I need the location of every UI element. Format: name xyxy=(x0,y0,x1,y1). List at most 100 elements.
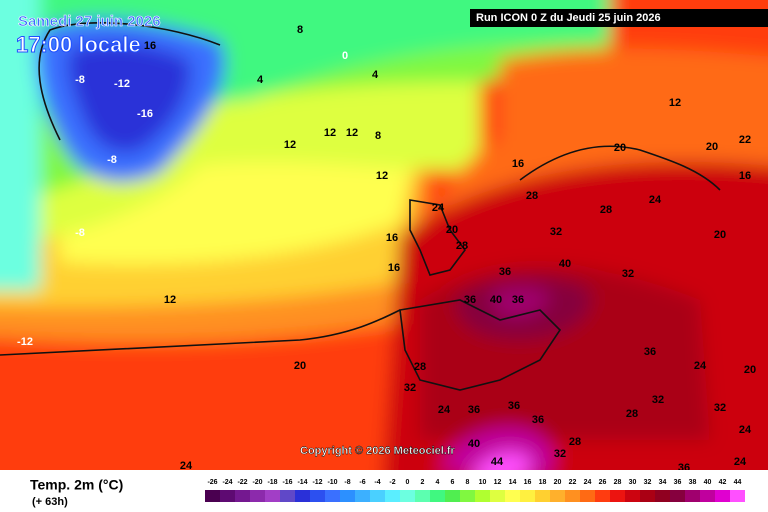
scale-cell xyxy=(445,490,460,502)
map-value: 16 xyxy=(386,232,398,244)
scale-label: 22 xyxy=(569,479,577,486)
scale-cell xyxy=(625,490,640,502)
map-value: 32 xyxy=(554,448,566,460)
scale-label: -18 xyxy=(267,479,277,486)
scale-cell xyxy=(730,490,745,502)
scale-cell xyxy=(295,490,310,502)
map-value: 36 xyxy=(464,294,476,306)
scale-cell xyxy=(670,490,685,502)
scale-cell xyxy=(370,490,385,502)
map-value: 28 xyxy=(456,240,468,252)
map-value: -8 xyxy=(75,74,85,86)
scale-label: 2 xyxy=(421,479,425,486)
scale-cell xyxy=(460,490,475,502)
scale-cell xyxy=(340,490,355,502)
map-value: -12 xyxy=(114,78,130,90)
map-value: -16 xyxy=(137,108,153,120)
scale-cell xyxy=(415,490,430,502)
map-value: 16 xyxy=(739,170,751,182)
map-value: 24 xyxy=(438,404,451,416)
map-value: 16 xyxy=(512,158,524,170)
map-value: 16 xyxy=(388,262,400,274)
map-value: 12 xyxy=(164,294,176,306)
map-value: 24 xyxy=(694,360,707,372)
map-value: 20 xyxy=(706,141,718,153)
scale-label: 20 xyxy=(554,479,562,486)
scale-label: 42 xyxy=(719,479,727,486)
scale-cell xyxy=(580,490,595,502)
map-value: 22 xyxy=(739,134,751,146)
map-value: 12 xyxy=(376,170,388,182)
map-value: 40 xyxy=(468,438,480,450)
map-value: 36 xyxy=(499,266,511,278)
scale-label: 40 xyxy=(704,479,712,486)
scale-label: 12 xyxy=(494,479,502,486)
run-info: Run ICON 0 Z du Jeudi 25 juin 2026 xyxy=(476,12,661,24)
map-value: 4 xyxy=(372,69,379,81)
map-value: 16 xyxy=(144,40,156,52)
map-value: 12 xyxy=(324,127,336,139)
map-value: -8 xyxy=(75,227,85,239)
scale-label: 30 xyxy=(629,479,637,486)
map-value: 8 xyxy=(375,130,381,142)
scale-cell xyxy=(700,490,715,502)
scale-cell xyxy=(430,490,445,502)
map-value: 20 xyxy=(294,360,306,372)
scale-label: 24 xyxy=(584,479,592,486)
scale-label: 10 xyxy=(479,479,487,486)
map-value: 40 xyxy=(490,294,502,306)
scale-cell xyxy=(535,490,550,502)
scale-label: 6 xyxy=(451,479,455,486)
map-value: 28 xyxy=(626,408,638,420)
scale-cell xyxy=(265,490,280,502)
map-value: 32 xyxy=(652,394,664,406)
scale-cell xyxy=(220,490,235,502)
map-value: 4 xyxy=(257,74,264,86)
scale-cell xyxy=(655,490,670,502)
map-value: 36 xyxy=(644,346,656,358)
map-value: 24 xyxy=(734,456,747,468)
scale-label: -6 xyxy=(359,479,365,486)
scale-cell xyxy=(520,490,535,502)
map-value: 36 xyxy=(532,414,544,426)
scale-cell xyxy=(505,490,520,502)
map-value: 8 xyxy=(297,24,303,36)
map-value: 32 xyxy=(550,226,562,238)
scale-cell xyxy=(385,490,400,502)
map-value: 20 xyxy=(446,224,458,236)
scale-cell xyxy=(280,490,295,502)
scale-cell xyxy=(400,490,415,502)
scale-label: -4 xyxy=(374,479,380,486)
scale-label: -26 xyxy=(207,479,217,486)
map-value: 0 xyxy=(342,50,348,62)
map-value: 36 xyxy=(508,400,520,412)
map-value: 24 xyxy=(649,194,662,206)
map-value: 28 xyxy=(600,204,612,216)
map-value: 32 xyxy=(714,402,726,414)
scale-label: -2 xyxy=(389,479,395,486)
lead-time: (+ 63h) xyxy=(32,496,68,508)
scale-label: -22 xyxy=(237,479,247,486)
scale-label: 14 xyxy=(509,479,517,486)
scale-label: -14 xyxy=(297,479,307,486)
map-value: 28 xyxy=(569,436,581,448)
scale-cell xyxy=(640,490,655,502)
scale-label: -10 xyxy=(327,479,337,486)
scale-cell xyxy=(355,490,370,502)
scale-label: 28 xyxy=(614,479,622,486)
scale-label: 4 xyxy=(436,479,440,486)
local-time: 17:00 locale xyxy=(16,32,141,57)
scale-cell xyxy=(205,490,220,502)
map-value: 24 xyxy=(432,202,445,214)
scale-label: -16 xyxy=(282,479,292,486)
map-value: 12 xyxy=(284,139,296,151)
scale-label: -24 xyxy=(222,479,232,486)
map-value: 12 xyxy=(346,127,358,139)
scale-label: 18 xyxy=(539,479,547,486)
scale-cell xyxy=(475,490,490,502)
map-value: 32 xyxy=(404,382,416,394)
map-value: 28 xyxy=(526,190,538,202)
scale-label: 38 xyxy=(689,479,697,486)
scale-label: 26 xyxy=(599,479,607,486)
